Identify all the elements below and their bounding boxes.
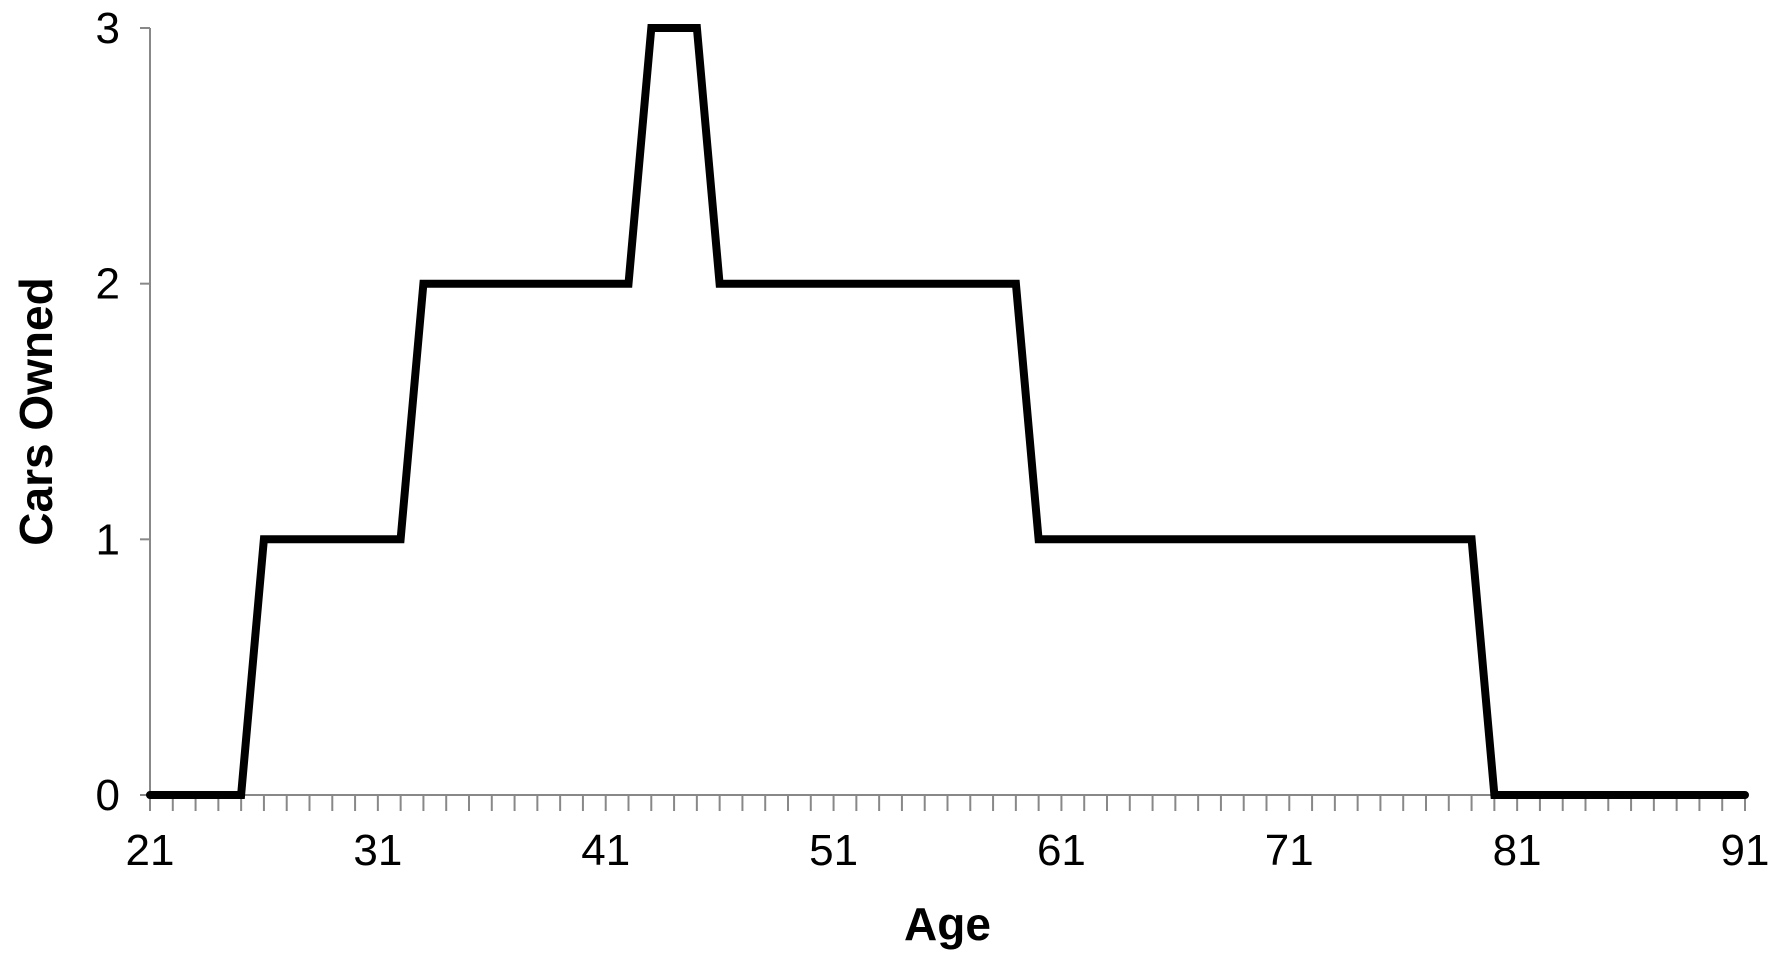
y-tick-label: 0	[96, 771, 120, 820]
y-tick-label: 3	[96, 4, 120, 53]
x-tick-label: 41	[581, 826, 630, 875]
x-tick-labels: 21 31 41 51 61 71 81 91	[126, 826, 1770, 875]
y-tick-label: 2	[96, 260, 120, 309]
x-tick-label: 91	[1721, 826, 1770, 875]
series-line	[146, 24, 1749, 799]
y-tick-labels: 0 1 2 3	[96, 4, 120, 820]
x-tick-label: 81	[1493, 826, 1542, 875]
y-tick-label: 1	[96, 515, 120, 564]
x-tick-label: 21	[126, 826, 175, 875]
x-tick-label: 71	[1265, 826, 1314, 875]
x-tick-label: 51	[809, 826, 858, 875]
x-axis-title: Age	[904, 898, 991, 950]
x-tick-label: 31	[353, 826, 402, 875]
axes	[140, 27, 1746, 811]
y-ticks	[140, 27, 150, 796]
x-tick-label: 61	[1037, 826, 1086, 875]
series-layer	[146, 24, 1749, 799]
y-axis-title: Cars Owned	[10, 277, 62, 545]
